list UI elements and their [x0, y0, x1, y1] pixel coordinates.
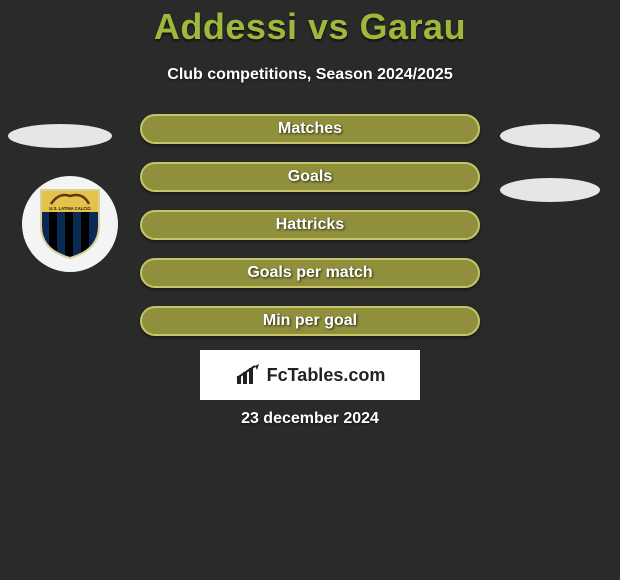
date-label: 23 december 2024	[0, 410, 620, 428]
stat-pill: Hattricks	[140, 210, 480, 240]
stat-label: Goals per match	[247, 264, 372, 282]
stat-row: 33Matches	[0, 114, 620, 144]
branding-text: FcTables.com	[267, 365, 386, 386]
stat-label: Matches	[278, 120, 342, 138]
subtitle: Club competitions, Season 2024/2025	[0, 66, 620, 84]
chart-icon	[235, 364, 261, 386]
branding-box[interactable]: FcTables.com	[200, 350, 420, 400]
stat-pill: Goals per match	[140, 258, 480, 288]
stat-row: 00Goals	[0, 162, 620, 192]
stat-row: Goals per match	[0, 258, 620, 288]
stat-row: 00Hattricks	[0, 210, 620, 240]
stat-label: Goals	[288, 168, 332, 186]
stat-pill: Goals	[140, 162, 480, 192]
stat-label: Hattricks	[276, 216, 344, 234]
stat-label: Min per goal	[263, 312, 357, 330]
stat-row: Min per goal	[0, 306, 620, 336]
stat-pill: Matches	[140, 114, 480, 144]
stat-rows: 33Matches 00Goals 00Hattricks Goals per mat…	[0, 114, 620, 336]
page-title: Addessi vs Garau	[0, 0, 620, 48]
stat-pill: Min per goal	[140, 306, 480, 336]
